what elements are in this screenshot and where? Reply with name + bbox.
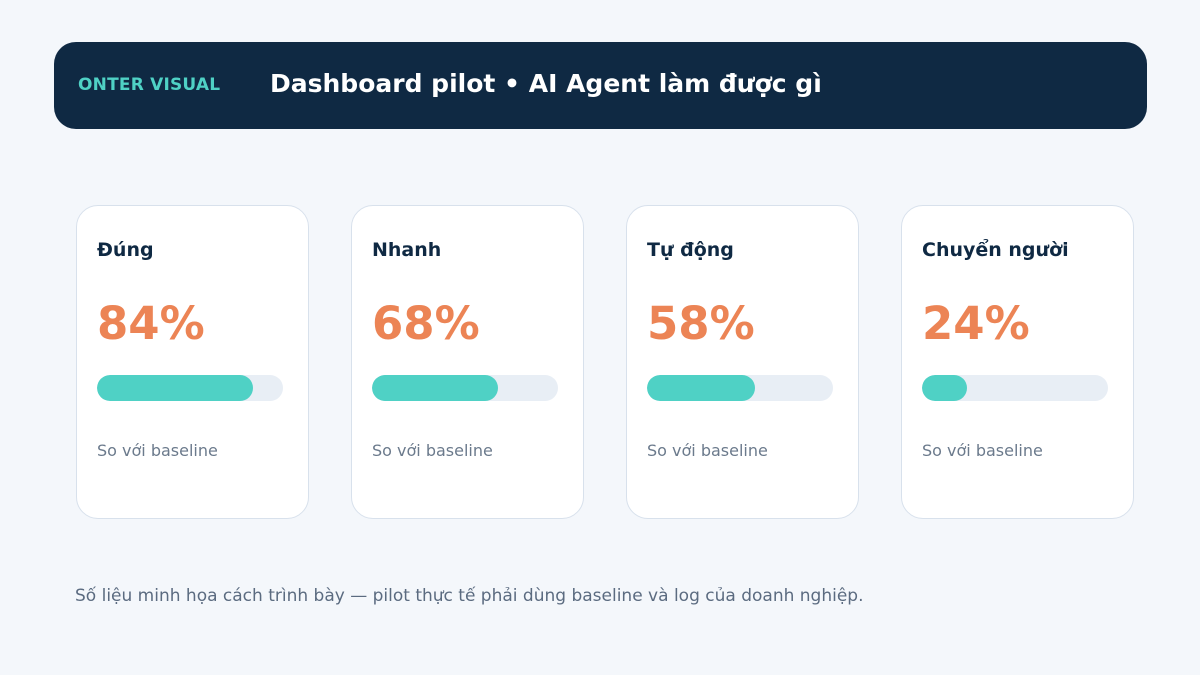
progress-fill [97,375,254,401]
page-title: Dashboard pilot • AI Agent làm được gì [270,69,822,98]
progress-fill [647,375,755,401]
metric-note: So với baseline [372,441,493,460]
metric-label: Đúng [97,239,154,261]
brand-logo: ONTER VISUAL [78,75,221,95]
footnote: Số liệu minh họa cách trình bày — pilot … [75,586,864,606]
metric-card-handoff: Chuyển người 24% So với baseline [901,205,1134,519]
progress-fill [922,375,967,401]
metric-label: Nhanh [372,239,442,261]
metric-label: Chuyển người [922,239,1069,261]
metric-label: Tự động [647,239,734,261]
metric-note: So với baseline [922,441,1043,460]
progress-track [372,375,558,401]
metric-note: So với baseline [97,441,218,460]
progress-track [647,375,833,401]
progress-track [922,375,1108,401]
header-bar: ONTER VISUAL Dashboard pilot • AI Agent … [54,42,1147,129]
metric-card-automation: Tự động 58% So với baseline [626,205,859,519]
metric-note: So với baseline [647,441,768,460]
metric-value: 84% [97,297,205,350]
metric-card-accuracy: Đúng 84% So với baseline [76,205,309,519]
metric-card-speed: Nhanh 68% So với baseline [351,205,584,519]
metric-value: 24% [922,297,1030,350]
progress-fill [372,375,499,401]
metric-value: 68% [372,297,480,350]
progress-track [97,375,283,401]
metric-value: 58% [647,297,755,350]
